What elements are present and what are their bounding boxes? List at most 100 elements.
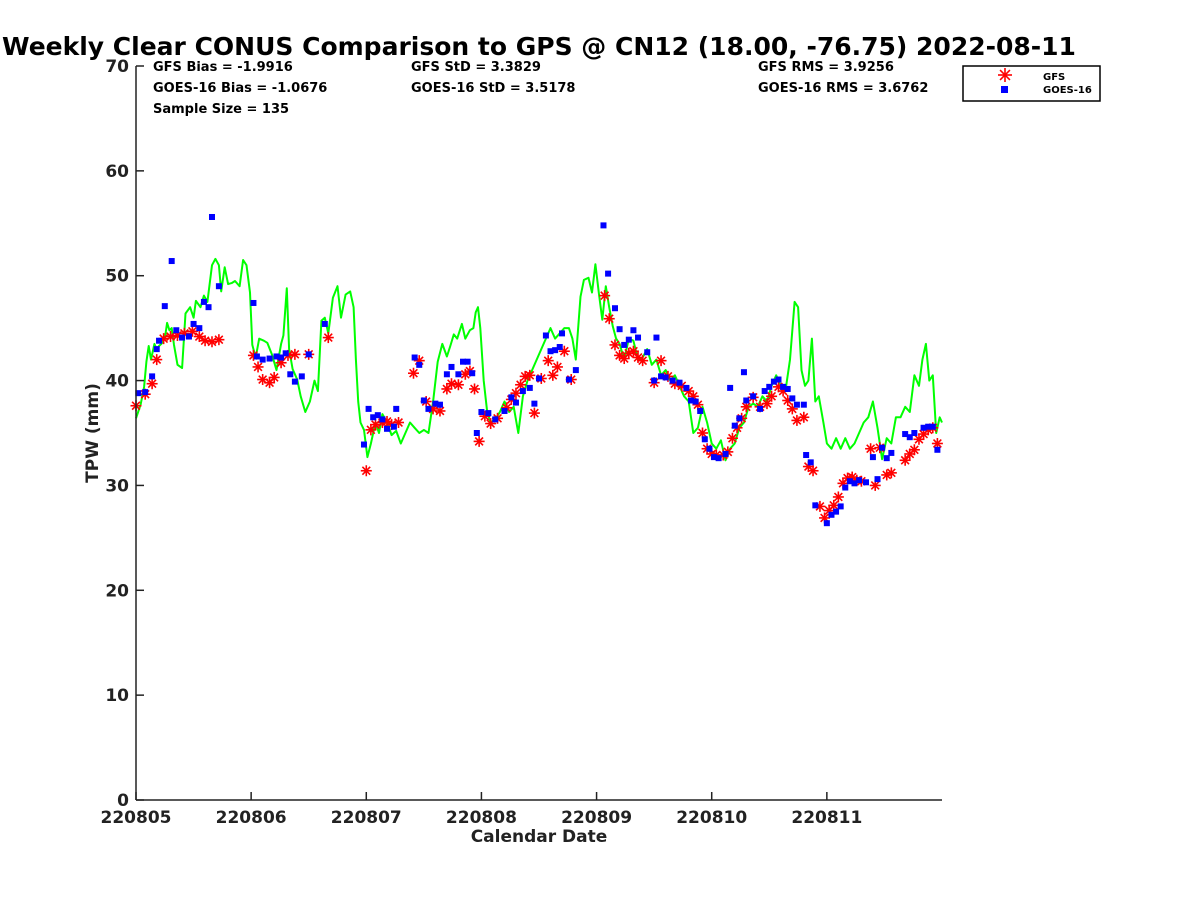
x-tick-label: 220810: [676, 808, 747, 828]
goes-point: [711, 454, 718, 461]
goes-point: [770, 378, 777, 385]
goes-point: [902, 431, 909, 438]
y-axis-label: TPW (mm): [83, 383, 103, 483]
x-tick-label: 220809: [561, 808, 632, 828]
x-axis-label: Calendar Date: [471, 827, 608, 847]
goes-point: [605, 270, 612, 277]
goes-point: [501, 407, 508, 414]
gfs-point: [473, 435, 485, 447]
goes-point: [250, 299, 257, 306]
gfs-point: [761, 398, 773, 410]
goes-point: [149, 373, 156, 380]
goes-point: [552, 347, 559, 354]
goes-point: [879, 444, 886, 451]
gfs-point: [252, 361, 264, 373]
goes-point: [761, 388, 768, 395]
gfs-point: [627, 345, 639, 357]
goes-point: [485, 410, 492, 417]
goes-series-layer: [135, 213, 941, 527]
gfs-point: [528, 407, 540, 419]
gfs-point: [885, 467, 897, 479]
gfs-std-text: GFS StD = 3.3829: [411, 60, 541, 75]
goes-point: [142, 389, 149, 396]
gfs-point: [899, 454, 911, 466]
goes-point: [185, 333, 192, 340]
goes-point: [697, 407, 704, 414]
legend-goes-label: GOES-16: [1043, 85, 1092, 96]
goes-point: [925, 423, 932, 430]
goes-point: [934, 446, 941, 453]
goes-point: [278, 354, 285, 361]
goes-point: [883, 455, 890, 462]
goes-point: [635, 334, 642, 341]
y-tick-label: 60: [105, 162, 129, 182]
goes-point: [600, 222, 607, 229]
goes-point: [432, 400, 439, 407]
goes-point: [436, 401, 443, 408]
goes-point: [906, 434, 913, 441]
legend: GFS GOES-16: [962, 65, 1101, 102]
goes-point: [542, 332, 549, 339]
gfs-point: [268, 371, 280, 383]
goes-point: [833, 508, 840, 515]
gfs-point: [603, 313, 615, 325]
goes-point: [420, 397, 427, 404]
gfs-point: [766, 390, 778, 402]
goes-point: [266, 355, 273, 362]
legend-goes-marker: [1001, 86, 1008, 93]
goes-bias-text: GOES-16 Bias = -1.0676: [153, 81, 327, 96]
goes-point: [287, 371, 294, 378]
goes-point: [621, 341, 628, 348]
gfs-point: [740, 401, 752, 413]
goes-point: [179, 334, 186, 341]
goes-point: [920, 424, 927, 431]
gfs-point: [199, 335, 211, 347]
y-tick-label: 70: [105, 57, 129, 77]
goes-rms-text: GOES-16 RMS = 3.6762: [758, 81, 928, 96]
goes-point: [929, 423, 936, 430]
x-tick-label: 220807: [331, 808, 402, 828]
sample-size-text: Sample Size = 135: [153, 102, 289, 117]
goes-point: [807, 459, 814, 466]
goes-point: [519, 388, 526, 395]
goes-point: [828, 511, 835, 518]
gfs-point: [289, 348, 301, 360]
goes-point: [512, 399, 519, 406]
goes-point: [464, 358, 471, 365]
goes-point: [478, 409, 485, 416]
gfs-point: [542, 355, 554, 367]
goes-point: [812, 502, 819, 509]
goes-point: [196, 325, 203, 332]
goes-point: [200, 298, 207, 305]
gfs-point: [146, 378, 158, 390]
gfs-point: [452, 379, 464, 391]
gfs-bias-text: GFS Bias = -1.9916: [153, 60, 293, 75]
goes-point: [205, 304, 212, 311]
gfs-point: [908, 444, 920, 456]
gfs-point: [609, 339, 621, 351]
gfs-point: [510, 387, 522, 399]
gfs-point: [726, 432, 738, 444]
gfs-point: [655, 355, 667, 367]
goes-point: [789, 395, 796, 402]
x-tick-label: 220805: [101, 808, 172, 828]
goes-point: [662, 374, 669, 381]
goes-point: [259, 356, 266, 363]
gfs-point: [599, 290, 611, 302]
chart-title: Weekly Clear CONUS Comparison to GPS @ C…: [2, 32, 1076, 61]
y-tick-label: 30: [105, 476, 129, 496]
gfs-point: [322, 332, 334, 344]
goes-point: [365, 405, 372, 412]
goes-point: [390, 423, 397, 430]
gfs-point: [551, 361, 563, 373]
gfs-point: [519, 370, 531, 382]
goes-point: [208, 213, 215, 220]
goes-point: [780, 383, 787, 390]
goes-std-text: GOES-16 StD = 3.5178: [411, 81, 575, 96]
goes-point: [611, 305, 618, 312]
gfs-point: [393, 417, 405, 429]
goes-point: [722, 450, 729, 457]
goes-point: [273, 353, 280, 360]
goes-point: [153, 346, 160, 353]
